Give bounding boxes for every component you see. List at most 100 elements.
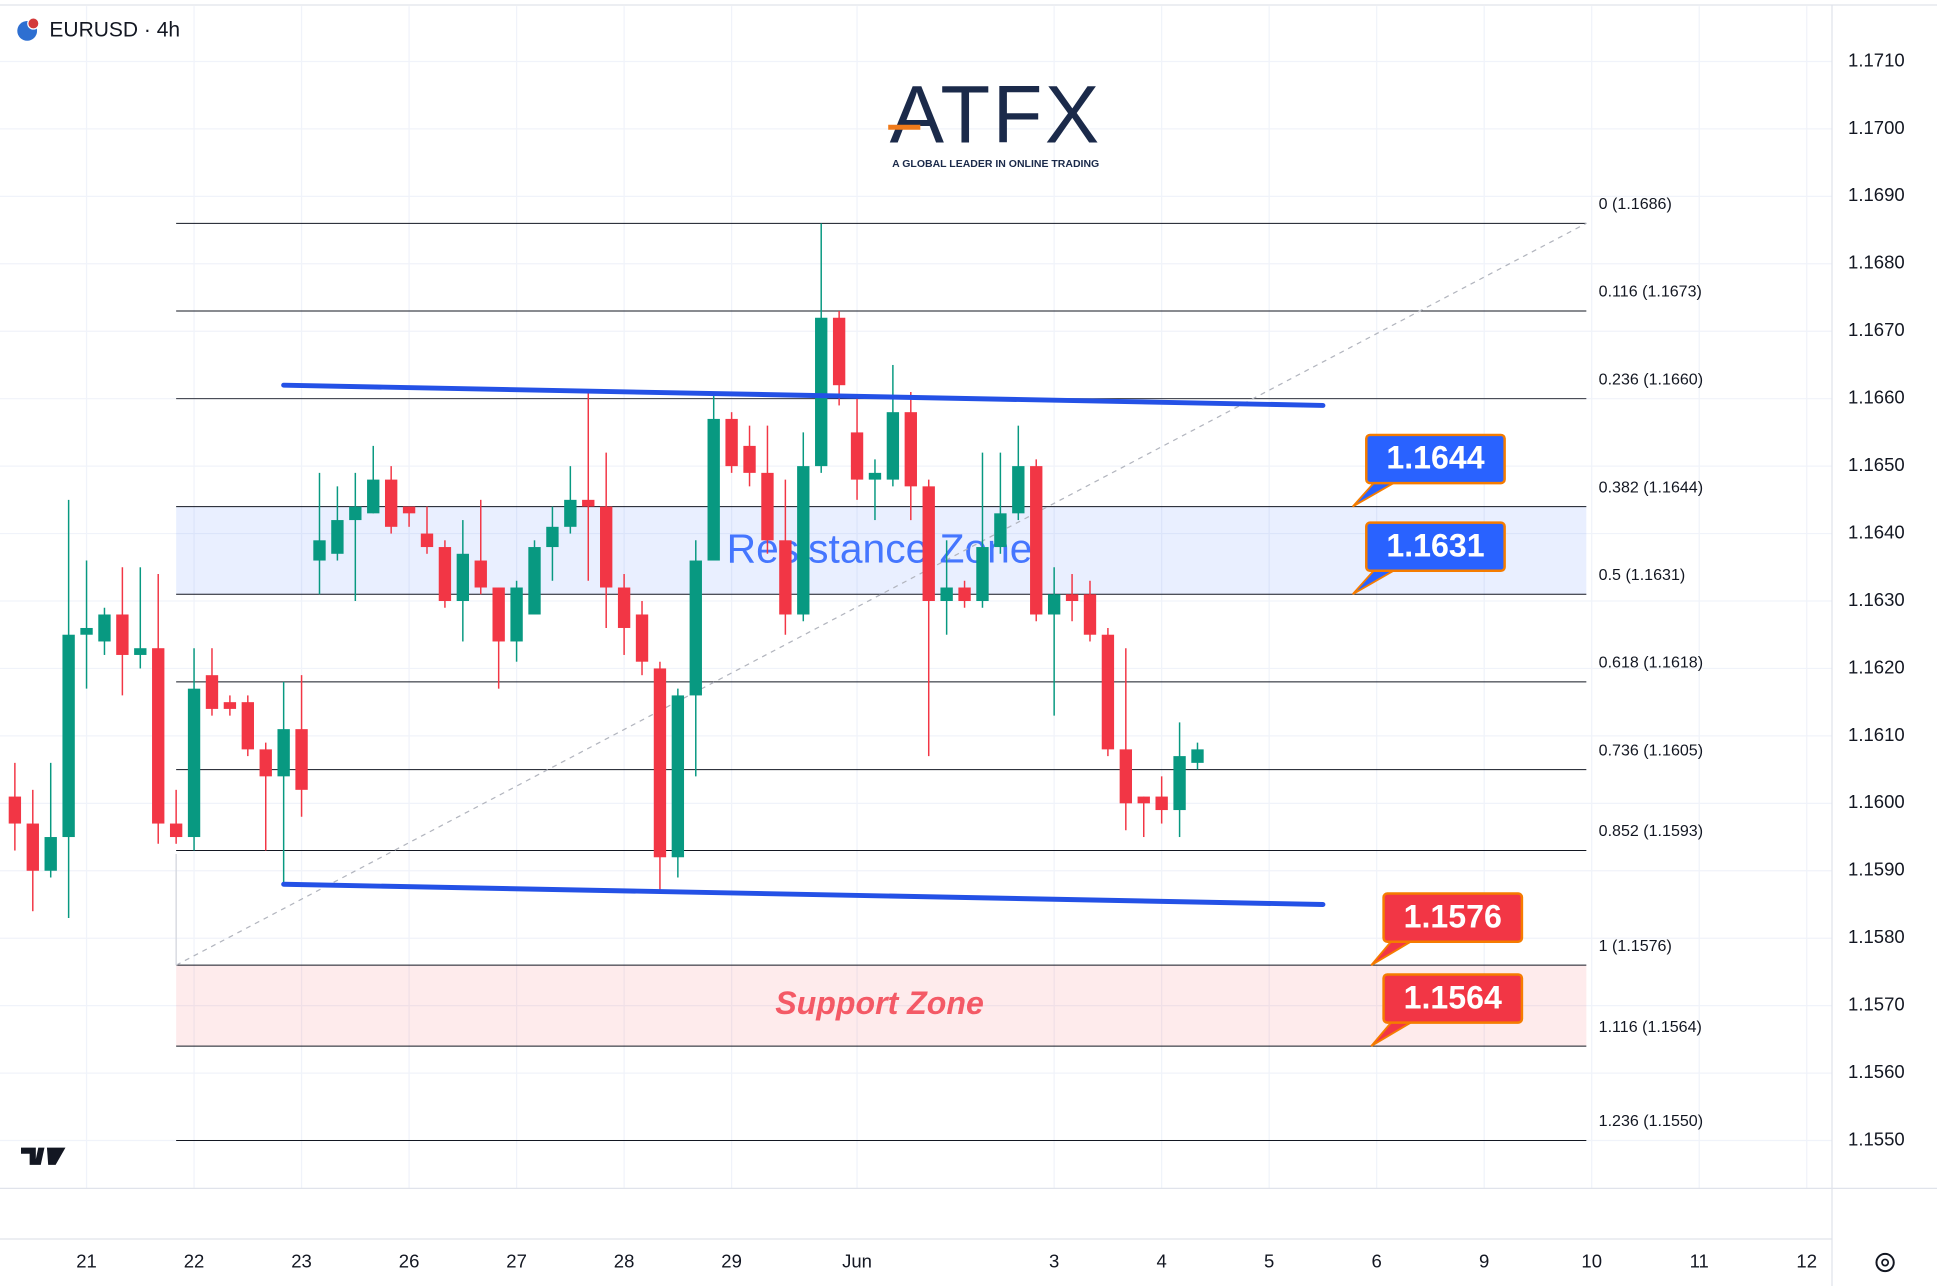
x-tick-label: 12 (1796, 1250, 1817, 1271)
axis-layer: 1.1710 1.1700 1.1690 1.1680 1.1670 1.1660 1.16… (0, 4, 1937, 1286)
candle-layer (8, 223, 1204, 918)
candle-body (564, 499, 577, 527)
candle-body (1119, 749, 1133, 804)
candle-body (1012, 466, 1025, 514)
fib-level-label: 0.736 (1.1605) (1599, 741, 1703, 759)
fib-level-label: 1 (1.1576) (1599, 937, 1672, 955)
candle-body (384, 479, 398, 527)
candle-body (868, 472, 882, 480)
candle-body (779, 540, 792, 615)
candle-body (761, 472, 774, 541)
candle-body (187, 688, 201, 838)
logo: ATFX A GLOBAL LEADER IN ONLINE TRADING (888, 70, 1102, 170)
candle-body (832, 317, 846, 386)
x-tick-label: 21 (76, 1250, 97, 1271)
candle-body (223, 702, 237, 709)
y-tick-label: 1.1550 (1848, 1128, 1905, 1149)
candle-body (689, 560, 702, 696)
logo-text: ATFX (890, 70, 1102, 161)
candle-body (456, 553, 470, 602)
fib-level-label: 0.618 (1.1618) (1599, 654, 1703, 672)
settings-icon-core (1881, 1258, 1890, 1267)
candle-body (1030, 466, 1043, 615)
settings-icon-ring[interactable] (1875, 1252, 1895, 1273)
chart-title: EURUSD · 4h (49, 18, 180, 41)
candle-body (1191, 749, 1204, 763)
y-tick-label: 1.1600 (1848, 791, 1905, 812)
zone (176, 506, 1587, 595)
y-tick-label: 1.1620 (1848, 656, 1905, 677)
fib-level-label: 1.236 (1.1550) (1599, 1112, 1703, 1130)
fib-level-label: 0.5 (1.1631) (1599, 566, 1686, 584)
price-tag-label: 1.1644 (1386, 440, 1484, 476)
y-tick-label: 1.1670 (1848, 319, 1905, 340)
y-tick-label: 1.1590 (1848, 859, 1905, 880)
candle-body (26, 823, 39, 871)
symbol-flag-icon-small (27, 17, 40, 30)
overlay-layer: 1.1644 1.1631 1.1576 1.1564 (281, 382, 1524, 1047)
candle-body (402, 506, 416, 514)
x-tick-label: 5 (1264, 1250, 1274, 1271)
candle-body (815, 317, 828, 467)
candle-body (44, 837, 57, 871)
candle-body (98, 614, 111, 642)
candle-body (1173, 756, 1186, 811)
fib-level-label: 0 (1.1686) (1599, 195, 1672, 213)
zone-label: Support Zone (775, 985, 984, 1021)
candle-body (958, 587, 971, 602)
candle-body (1155, 796, 1168, 811)
trend-line (281, 382, 1326, 408)
tradingview-logo (21, 1147, 66, 1165)
price-tag-label: 1.1576 (1404, 898, 1502, 934)
x-tick-label: 22 (184, 1250, 205, 1271)
candle-body (259, 749, 272, 777)
trend-line (281, 881, 1326, 907)
candle-body (922, 486, 935, 602)
price-tag (1365, 521, 1506, 573)
candle-body (277, 729, 290, 777)
candle-body (510, 587, 523, 642)
candle-body (546, 526, 559, 548)
candle-body (743, 445, 756, 473)
price-tag (1382, 973, 1524, 1024)
candle-body (528, 547, 541, 615)
price-tag (1365, 433, 1506, 485)
candle-body (1101, 634, 1115, 750)
x-tick-label: 4 (1157, 1250, 1167, 1271)
candle-body (886, 412, 900, 480)
y-tick-label: 1.1610 (1848, 724, 1905, 745)
fib-level-label: 0.116 (1.1673) (1599, 283, 1702, 301)
candle-body (904, 412, 917, 487)
candle-body (241, 702, 254, 750)
candle-body (116, 614, 129, 655)
x-tick-label: 11 (1690, 1250, 1709, 1271)
x-tick-label: 27 (506, 1250, 527, 1271)
candle-body (331, 520, 344, 554)
candle-body (635, 614, 649, 662)
candle-body (8, 796, 22, 824)
candle-body (134, 648, 147, 655)
candle-body (976, 547, 989, 602)
candle-body (600, 506, 613, 588)
candle-body (671, 695, 685, 858)
candle-body (492, 587, 505, 642)
candle-body (474, 560, 487, 588)
zone (176, 965, 1587, 1047)
y-tick-label: 1.1630 (1848, 589, 1905, 610)
fib-level-label: 0.382 (1.1644) (1599, 478, 1703, 496)
candle-body (850, 432, 864, 480)
candle-body (617, 587, 631, 628)
x-tick-label: 3 (1049, 1250, 1059, 1271)
price-tag-label: 1.1564 (1404, 979, 1502, 1015)
x-tick-label: 23 (291, 1250, 312, 1271)
fib-level-label: 0.236 (1.1660) (1599, 370, 1703, 388)
fib-anchor-line (175, 222, 1587, 966)
y-tick-label: 1.1680 (1848, 252, 1905, 273)
candle-body (205, 675, 219, 709)
candle-body (367, 479, 380, 514)
fib-level-label: 0.852 (1.1593) (1599, 822, 1703, 840)
tradingview-logo-mark (21, 1147, 66, 1165)
